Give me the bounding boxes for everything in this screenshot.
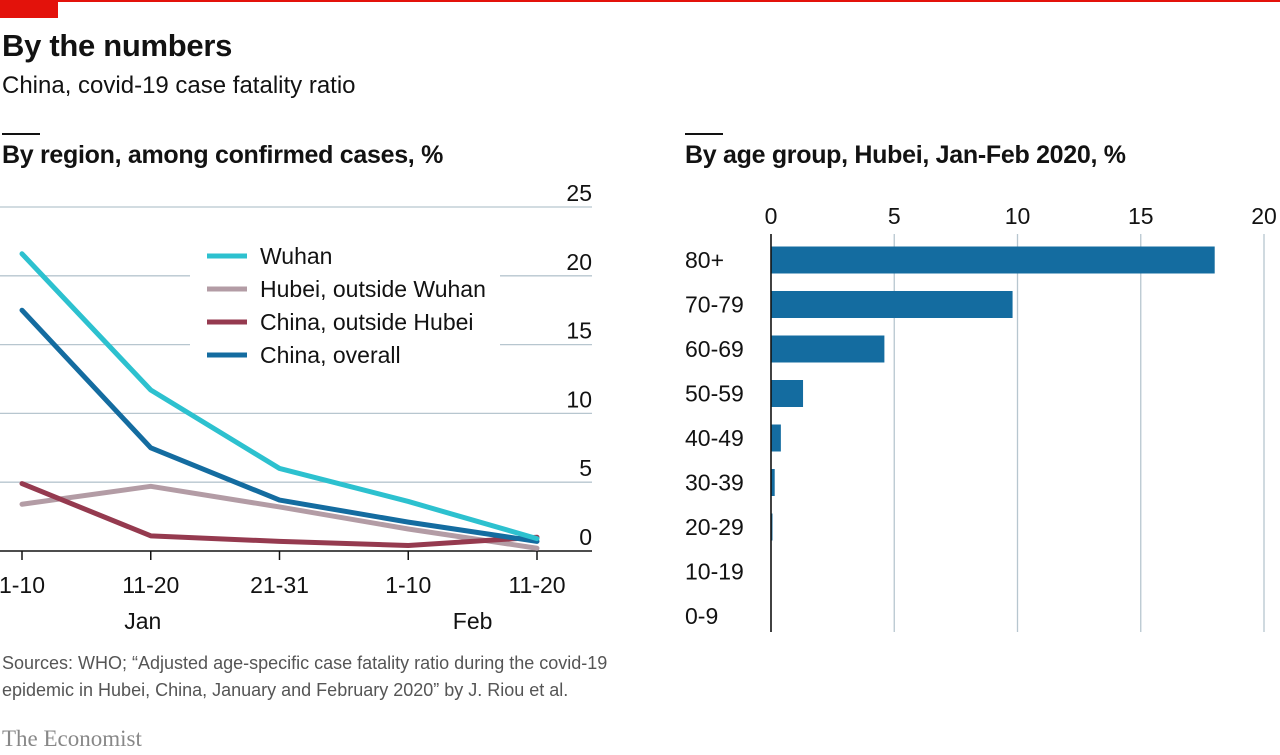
left-panel-title: By region, among confirmed cases, % xyxy=(2,141,444,169)
x-tick-label: 10 xyxy=(1005,203,1031,229)
y-tick-label: 20 xyxy=(566,249,592,275)
y-tick-label: 25 xyxy=(566,180,592,206)
bar xyxy=(771,380,804,407)
x-tick-label: 11-20 xyxy=(122,572,179,598)
month-label-feb: Feb xyxy=(453,608,493,634)
bar xyxy=(771,246,1215,274)
bar xyxy=(771,424,781,452)
line-chart: 0 5 10 15 20 25 1-10 11-20 21-31 1-10 11-20 Jan Feb W… xyxy=(0,180,592,634)
y-tick-label: 15 xyxy=(566,318,592,344)
x-tick-label: 20 xyxy=(1251,203,1277,229)
right-panel-rule xyxy=(685,133,723,135)
chart-title: By the numbers xyxy=(2,28,233,63)
chart-subtitle: China, covid-19 case fatality ratio xyxy=(2,72,356,99)
x-tick-label: 15 xyxy=(1128,203,1154,229)
bar xyxy=(771,335,885,363)
x-tick-label: 21-31 xyxy=(250,572,309,598)
legend-label: China, outside Hubei xyxy=(260,309,474,335)
bar xyxy=(771,291,1013,318)
x-tick-label: 1-10 xyxy=(0,572,45,598)
legend-label: China, overall xyxy=(260,342,401,368)
category-label: 50-59 xyxy=(685,381,744,407)
category-label: 0-9 xyxy=(685,603,718,629)
left-panel-rule xyxy=(2,133,40,135)
x-tick-label: 5 xyxy=(888,203,901,229)
category-label: 60-69 xyxy=(685,336,744,362)
red-tag xyxy=(0,0,58,18)
category-label: 30-39 xyxy=(685,470,744,496)
category-label: 20-29 xyxy=(685,514,744,540)
economist-logo: The Economist xyxy=(2,726,142,751)
category-label: 40-49 xyxy=(685,425,744,451)
x-tick-label: 1-10 xyxy=(385,572,431,598)
legend-label: Wuhan xyxy=(260,243,332,269)
series-line-china-outside-hubei xyxy=(19,481,540,548)
x-tick-label: 11-20 xyxy=(508,572,565,598)
y-tick-label: 5 xyxy=(579,455,592,481)
series-line-wuhan xyxy=(19,251,540,542)
category-label: 10-19 xyxy=(685,559,744,585)
month-label-jan: Jan xyxy=(124,608,161,634)
y-tick-label: 10 xyxy=(566,386,592,412)
top-red-rule xyxy=(0,0,1280,2)
category-label: 80+ xyxy=(685,247,724,273)
y-tick-label: 0 xyxy=(579,524,592,550)
series-line-china-overall xyxy=(19,307,540,544)
right-panel-title: By age group, Hubei, Jan-Feb 2020, % xyxy=(685,141,1126,169)
source-note: Sources: WHO; “Adjusted age-specific cas… xyxy=(2,653,608,700)
category-label: 70-79 xyxy=(685,292,744,318)
bar xyxy=(771,469,775,496)
bar-chart: 0 5 10 15 20 80+ 70-79 60-69 50-59 40-49 30-39 20-2… xyxy=(685,203,1277,632)
series-line-hubei-outside-wuhan xyxy=(19,483,540,551)
legend-label: Hubei, outside Wuhan xyxy=(260,276,486,302)
x-tick-label: 0 xyxy=(765,203,778,229)
